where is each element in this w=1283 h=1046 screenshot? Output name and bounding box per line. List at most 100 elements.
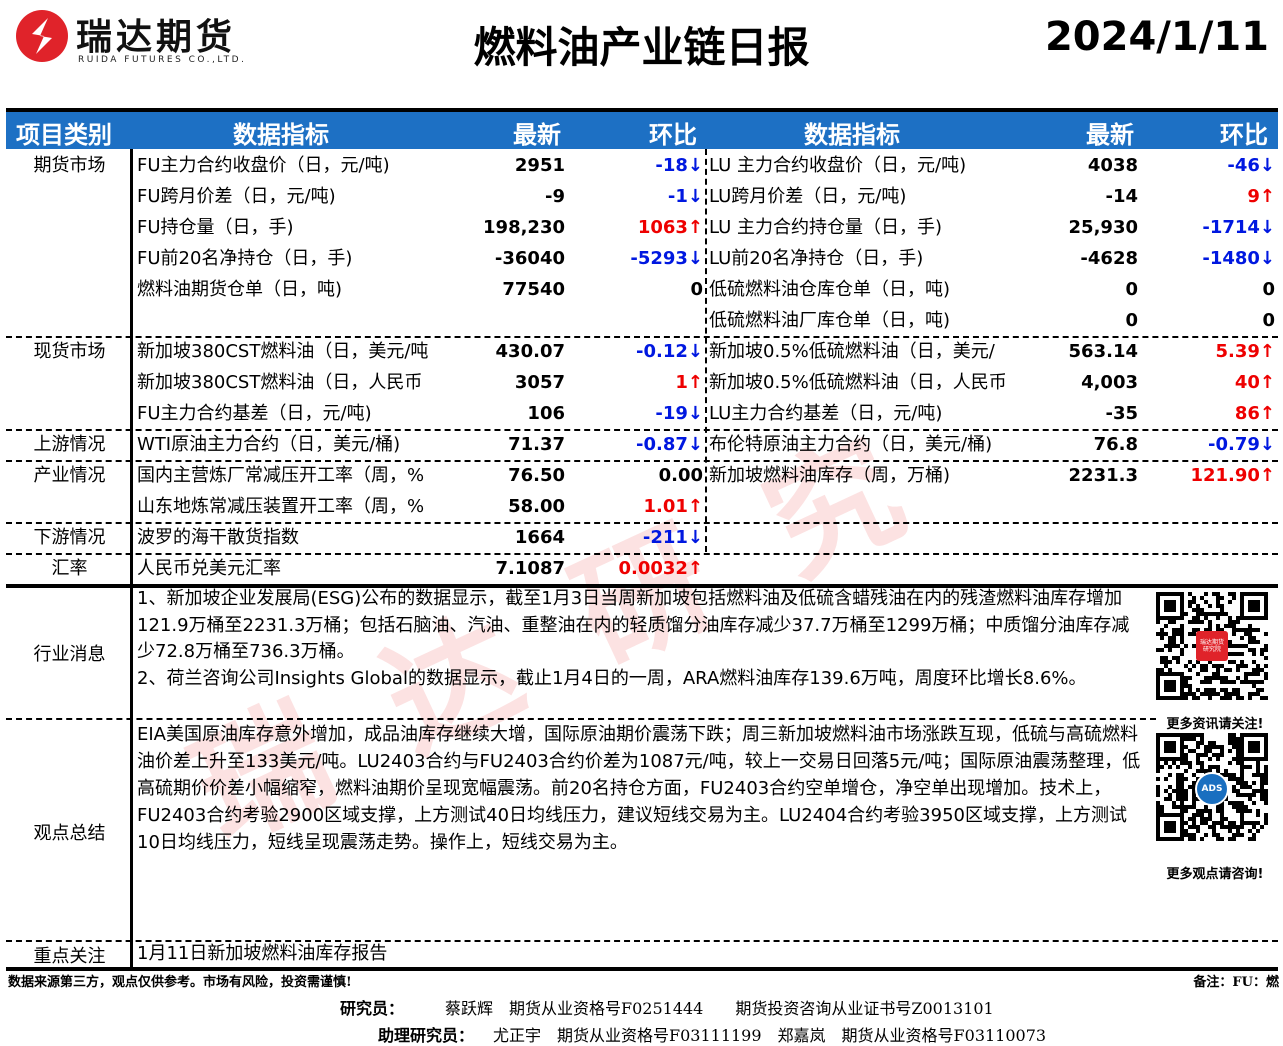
indicator-name: 布伦特原油主力合约（日，美元/桶) [709, 434, 993, 455]
indicator-name [709, 522, 1005, 553]
section-divider [6, 718, 1156, 720]
change-value: 9↑ [1247, 186, 1275, 207]
latest-value: 563.14 [1068, 341, 1138, 362]
change-value [1140, 491, 1275, 522]
change-value: 121.90↑ [1190, 465, 1275, 486]
latest-value: -4628 [1080, 248, 1138, 269]
latest-value: 4,003 [1081, 372, 1138, 393]
latest-value: -35 [1105, 403, 1138, 424]
latest-value: 7.1087 [495, 558, 565, 579]
qr-badge-ads: ADS [1195, 772, 1229, 806]
header-change-right: 环比 [1220, 121, 1268, 149]
latest-value: 25,930 [1068, 217, 1138, 238]
indicator-name: WTI原油主力合约（日，美元/桶) [137, 434, 401, 455]
change-value: -0.87↓ [636, 434, 703, 455]
report-date: 2024/1/11 [1044, 14, 1269, 60]
indicator-name: FU主力合约收盘价（日，元/吨) [137, 155, 390, 176]
latest-value [1010, 553, 1138, 584]
indicator-name: 国内主营炼厂常减压开工率（周，% [137, 465, 425, 486]
change-value: 1↑ [675, 372, 703, 393]
focus-category: 重点关注 [33, 946, 106, 967]
header-latest-left: 最新 [513, 121, 561, 149]
change-value: 1.01↑ [643, 496, 704, 517]
latest-value: 0 [1125, 310, 1138, 331]
row-category: 汇率 [51, 558, 88, 579]
latest-value: 4038 [1087, 155, 1138, 176]
indicator-name: 低硫燃料油仓库仓单（日，吨) [709, 279, 951, 300]
change-value: 0.0032↑ [618, 558, 703, 579]
latest-value: 58.00 [508, 496, 565, 517]
change-value: 40↑ [1234, 372, 1275, 393]
qr-code-icon[interactable] [1156, 592, 1268, 700]
latest-value: 430.07 [495, 341, 565, 362]
section-divider [6, 940, 1278, 942]
top-rule [6, 108, 1278, 112]
change-value: 0 [1262, 310, 1275, 331]
indicator-name: 低硫燃料油厂库仓单（日，吨) [709, 310, 951, 331]
assistant-label: 助理研究员： [378, 1026, 475, 1045]
latest-value [1010, 522, 1138, 553]
indicator-name: 新加坡380CST燃料油（日，人民币 [137, 372, 423, 393]
latest-value: 71.37 [508, 434, 565, 455]
indicator-name: FU持仓量（日，手) [137, 217, 294, 238]
bottom-rule [6, 967, 1278, 971]
change-value: -1714↓ [1202, 217, 1275, 238]
latest-value: 77540 [502, 279, 565, 300]
ruida-logo-icon [16, 10, 68, 62]
change-value: -19↓ [655, 403, 703, 424]
change-value: 1063↑ [637, 217, 703, 238]
change-value: 0 [1262, 279, 1275, 300]
column-divider-dashed [705, 149, 707, 552]
news-item: 1、新加坡企业发展局(ESG)公布的数据显示，截至1月3日当周新加坡包括燃料油及… [137, 588, 1130, 662]
section-divider [6, 460, 1278, 462]
change-value: 0 [690, 279, 703, 300]
row-category: 产业情况 [33, 465, 106, 486]
disclaimer: 数据来源第三方，观点仅供参考。市场有风险，投资需谨慎! [8, 975, 352, 990]
news-item: 2、荷兰咨询公司Insights Global的数据显示，截止1月4日的一周，A… [137, 667, 1087, 689]
row-category: 期货市场 [33, 155, 106, 176]
latest-value: -36040 [494, 248, 565, 269]
latest-value: 0 [1125, 279, 1138, 300]
latest-value: 3057 [514, 372, 565, 393]
indicator-name: 新加坡0.5%低硫燃料油（日，美元/ [709, 341, 995, 362]
researcher-info: 蔡跃辉 期货从业资格号F0251444 期货投资咨询从业证书号Z0013101 [445, 999, 994, 1018]
indicator-name: LU主力合约基差（日，元/吨) [709, 403, 943, 424]
qr-badge-research-institute: 瑞达期货研究院 [1196, 631, 1228, 661]
indicator-name: 燃料油期货仓单（日，吨) [137, 279, 343, 300]
section-divider [6, 429, 1278, 431]
indicator-name: FU主力合约基差（日，元/吨) [137, 403, 372, 424]
header-indicator-right: 数据指标 [804, 121, 900, 149]
latest-value: 106 [527, 403, 565, 424]
industry-news: 1、新加坡企业发展局(ESG)公布的数据显示，截至1月3日当周新加坡包括燃料油及… [137, 586, 1142, 692]
qr-caption: 更多资讯请关注! [1166, 717, 1264, 732]
indicator-name [709, 553, 1005, 584]
summary-text: EIA美国原油库存意外增加，成品油库存继续大增，国际原油期价震荡下跌；周三新加坡… [137, 724, 1141, 853]
change-value: -1↓ [667, 186, 703, 207]
indicator-name [709, 491, 1005, 522]
indicator-name: 新加坡燃料油库存（周，万桶) [709, 465, 951, 486]
summary-category: 观点总结 [33, 823, 106, 844]
change-value [1140, 522, 1275, 553]
brand-name: 瑞达期货 [76, 17, 237, 58]
brand-name-en: RUIDA FUTURES CO.,LTD. [78, 55, 247, 65]
indicator-name: LU 主力合约收盘价（日，元/吨) [709, 155, 967, 176]
header-category: 项目类别 [16, 121, 112, 149]
latest-value: 76.8 [1093, 434, 1138, 455]
table-header: 项目类别 数据指标 最新 环比 数据指标 最新 环比 [6, 112, 1278, 149]
indicator-name: 新加坡380CST燃料油（日，美元/吨 [137, 341, 429, 362]
indicator-name: 新加坡0.5%低硫燃料油（日，人民币 [709, 372, 1005, 393]
row-category: 上游情况 [33, 434, 106, 455]
section-divider [6, 553, 1278, 555]
change-value: -5293↓ [630, 248, 703, 269]
row-category: 现货市场 [33, 341, 106, 362]
indicator-name: 波罗的海干散货指数 [137, 527, 299, 548]
change-value: 0.00 [658, 465, 703, 486]
column-divider [130, 149, 133, 969]
latest-value: 198,230 [483, 217, 565, 238]
change-value: -211↓ [642, 527, 703, 548]
qr-code-icon[interactable] [1156, 733, 1268, 841]
indicator-name: LU前20名净持仓（日，手) [709, 248, 924, 269]
section-divider [6, 522, 1278, 524]
indicator-name: LU跨月价差（日，元/吨) [709, 186, 907, 207]
footnote: 备注：FU：燃 [1193, 975, 1279, 990]
